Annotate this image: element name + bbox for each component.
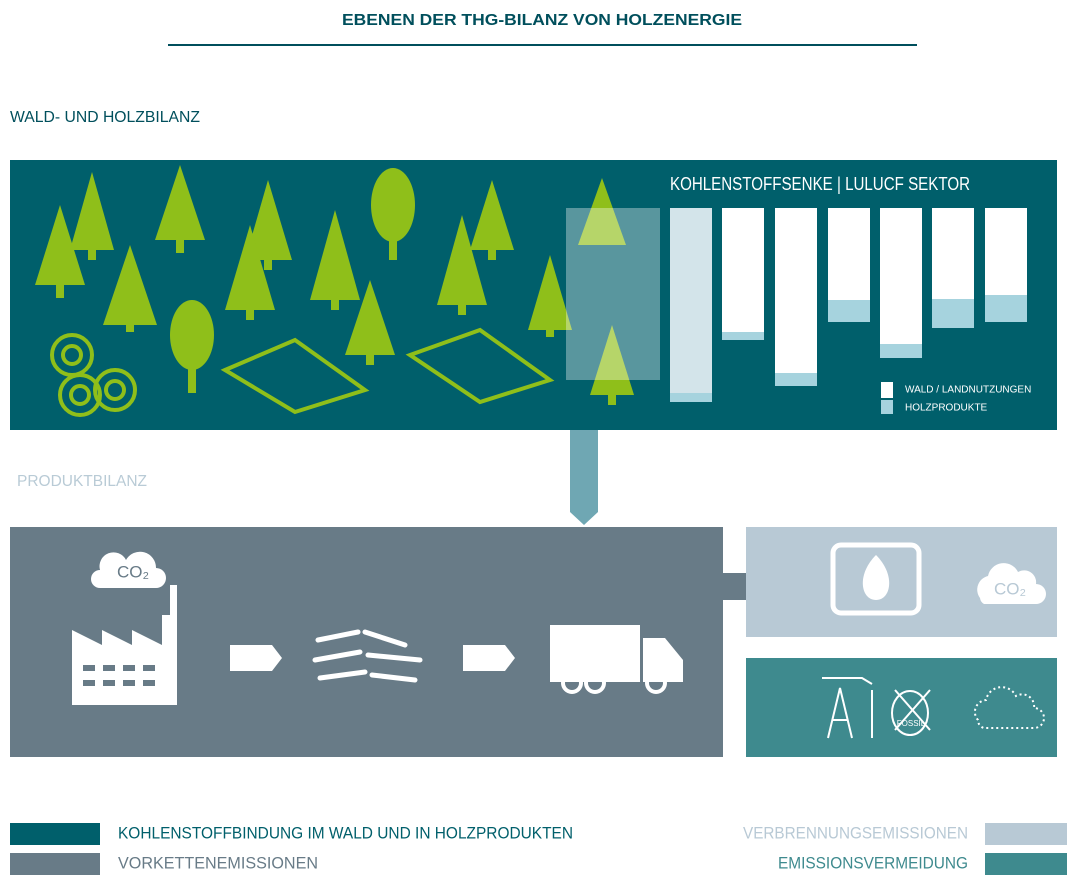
legend-swatch <box>881 382 893 398</box>
avoidance-icons <box>822 677 1045 739</box>
legend-label: WALD / LANDNUTZUNGEN <box>905 385 1031 396</box>
process-icons <box>72 551 683 705</box>
section-label: WALD- UND HOLZBILANZ <box>10 109 200 126</box>
boiler-icon <box>830 542 922 616</box>
pellets <box>312 629 423 683</box>
legend-swatch <box>10 853 100 875</box>
icon-details <box>83 665 155 686</box>
legend-label: VORKETTENEMISSIONEN <box>118 853 318 872</box>
legend-swatch <box>985 853 1067 875</box>
section-label: PRODUKTBILANZ <box>17 473 147 490</box>
legend-label: EMISSIONSVERMEIDUNG <box>778 853 968 872</box>
co2-label: CO₂ <box>994 579 1026 598</box>
legend-label: KOHLENSTOFFBINDUNG IM WALD UND IN HOLZPR… <box>118 823 573 842</box>
wheels <box>561 672 667 694</box>
legend-swatch <box>881 400 893 414</box>
cloud-icon <box>977 563 1046 604</box>
logs <box>50 327 555 417</box>
down-arrow <box>570 430 598 525</box>
trees <box>35 165 634 405</box>
legend-swatch <box>985 823 1067 845</box>
legend-label: VERBRENNUNGSEMISSIONEN <box>743 823 968 842</box>
legend-label: HOLZPRODUKTE <box>905 403 988 414</box>
sink-bars <box>566 208 1027 402</box>
legend-swatch <box>10 823 100 845</box>
title: EBENEN DER THG-BILANZ VON HOLZENERGIE <box>342 12 742 29</box>
co2-label: CO₂ <box>117 562 149 581</box>
avoidance-panel <box>746 658 1057 757</box>
chart-title: KOHLENSTOFFSENKE | LULUCF SEKTOR <box>670 174 970 194</box>
flame-icon <box>862 555 890 600</box>
fossil-label: FOSSIL <box>897 719 926 728</box>
title-rule <box>168 44 917 46</box>
